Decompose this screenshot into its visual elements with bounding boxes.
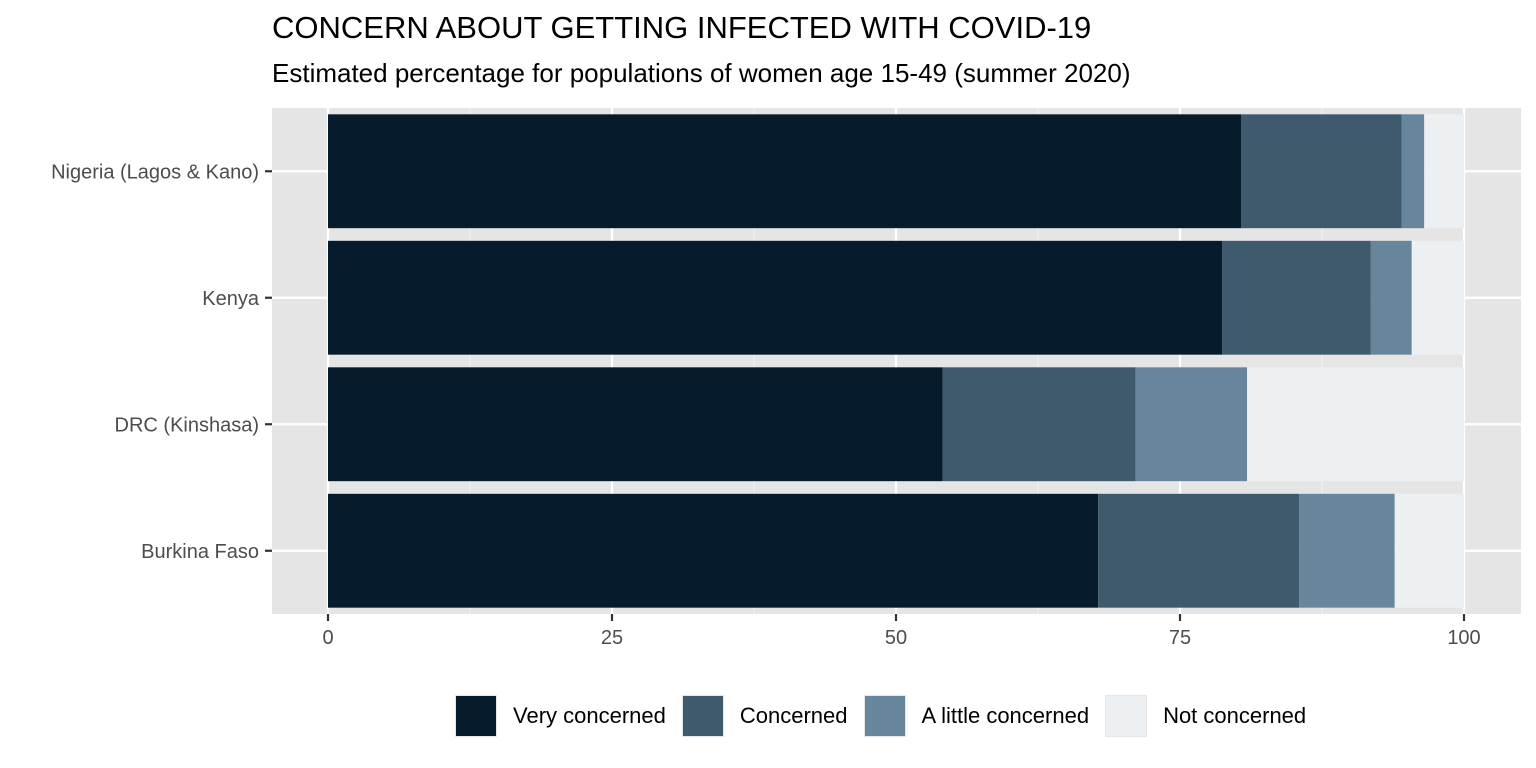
x-tick-label: 50: [885, 627, 907, 649]
x-tick-label: 75: [1169, 627, 1191, 649]
bar-a-little-concerned: [1135, 367, 1248, 482]
legend-swatch: [681, 695, 724, 737]
x-tick-label: 0: [322, 627, 333, 649]
bar-very-concerned: [328, 367, 943, 482]
legend-swatch: [455, 695, 497, 737]
bar-not-concerned: [1247, 367, 1464, 482]
legend-label: A little concerned: [921, 703, 1090, 728]
bar-concerned: [1241, 114, 1402, 229]
legend-label: Very concerned: [513, 703, 666, 728]
y-tick-label: Kenya: [202, 288, 260, 310]
bar-concerned: [942, 367, 1136, 482]
bar-very-concerned: [328, 240, 1223, 355]
bar-a-little-concerned: [1370, 240, 1412, 355]
legend-swatch: [863, 695, 906, 737]
legend-swatch: [1105, 695, 1148, 737]
bar-not-concerned: [1394, 493, 1464, 608]
legend-item-concerned: Concerned: [681, 695, 848, 737]
bar-a-little-concerned: [1299, 493, 1395, 608]
y-tick-label: Nigeria (Lagos & Kano): [51, 161, 259, 183]
bar-a-little-concerned: [1401, 114, 1425, 229]
x-tick-label: 100: [1447, 627, 1480, 649]
x-tick-label: 25: [601, 627, 623, 649]
legend-label: Not concerned: [1163, 703, 1307, 728]
bar-not-concerned: [1411, 240, 1464, 355]
bar-not-concerned: [1424, 114, 1464, 229]
chart-title: CONCERN ABOUT GETTING INFECTED WITH COVI…: [272, 10, 1092, 45]
legend-item-a-little-concerned: A little concerned: [863, 695, 1090, 737]
bar-concerned: [1222, 240, 1371, 355]
bar-very-concerned: [328, 114, 1242, 229]
bar-concerned: [1098, 493, 1300, 608]
y-tick-label: Burkina Faso: [141, 541, 259, 563]
legend-item-very-concerned: Very concerned: [455, 695, 666, 737]
chart-subtitle: Estimated percentage for populations of …: [272, 58, 1131, 88]
legend-item-not-concerned: Not concerned: [1105, 695, 1306, 737]
legend: Very concerned Concerned A little concerne…: [455, 693, 1322, 739]
legend-label: Concerned: [739, 703, 848, 728]
bar-very-concerned: [328, 493, 1099, 608]
y-tick-label: DRC (Kinshasa): [115, 414, 259, 436]
